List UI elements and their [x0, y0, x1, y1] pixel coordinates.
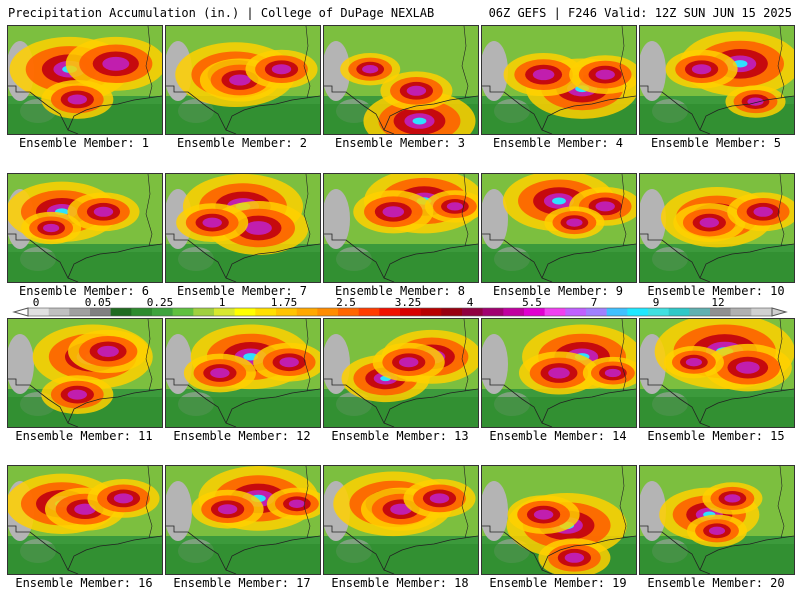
ensemble-member-label-18: Ensemble Member: 18 [331, 576, 469, 590]
ensemble-member-map-11 [7, 318, 163, 428]
ensemble-member-map-9 [481, 173, 637, 283]
colorbar-swatch [317, 308, 339, 316]
ensemble-member-map-17 [165, 465, 321, 575]
colorbar-swatch [234, 308, 256, 316]
colorbar-tick-label: 1.75 [270, 296, 298, 309]
ensemble-member-map-4 [481, 25, 637, 135]
colorbar-swatch [606, 308, 628, 316]
colorbar-swatch [131, 308, 153, 316]
colorbar-swatch [503, 308, 525, 316]
colorbar-tick-label: 2.5 [336, 296, 356, 309]
colorbar-swatch [28, 308, 49, 316]
colorbar-swatch [462, 308, 483, 316]
colorbar-swatch [420, 308, 442, 316]
ensemble-member-label-15: Ensemble Member: 15 [647, 429, 785, 443]
colorbar-outline [27, 307, 773, 317]
ensemble-member-map-14 [481, 318, 637, 428]
ensemble-member-label-4: Ensemble Member: 4 [492, 136, 624, 150]
colorbar-swatch [110, 308, 132, 316]
colorbar-tick-label: 0.25 [146, 296, 174, 309]
colorbar-swatch [565, 308, 587, 316]
colorbar-swatch [276, 308, 297, 316]
ensemble-member-label-20: Ensemble Member: 20 [647, 576, 785, 590]
ensemble-member-label-16: Ensemble Member: 16 [15, 576, 153, 590]
colorbar-swatch [710, 308, 731, 316]
colorbar-swatch [524, 308, 545, 316]
ensemble-member-label-17: Ensemble Member: 17 [173, 576, 311, 590]
colorbar-tick-label: 0 [32, 296, 40, 309]
valid-time-label: 06Z GEFS | F246 Valid: 12Z SUN JUN 15 20… [488, 6, 792, 20]
colorbar-swatch [482, 308, 504, 316]
colorbar-swatch [379, 308, 401, 316]
colorbar-swatch [193, 308, 215, 316]
ensemble-member-label-5: Ensemble Member: 5 [650, 136, 782, 150]
colorbar-tick-label: 12 [711, 296, 725, 309]
ensemble-member-map-12 [165, 318, 321, 428]
ensemble-member-label-3: Ensemble Member: 3 [334, 136, 466, 150]
ensemble-member-label-8: Ensemble Member: 8 [334, 284, 466, 298]
colorbar-min-arrow [12, 307, 29, 317]
ensemble-member-map-2 [165, 25, 321, 135]
colorbar-swatch [69, 308, 91, 316]
ensemble-member-map-18 [323, 465, 479, 575]
ensemble-member-map-8 [323, 173, 479, 283]
ensemble-member-map-3 [323, 25, 479, 135]
colorbar-swatch [296, 308, 318, 316]
colorbar-swatch [586, 308, 607, 316]
ensemble-member-label-19: Ensemble Member: 19 [489, 576, 627, 590]
ensemble-member-map-10 [639, 173, 795, 283]
colorbar-tick-label: 7 [590, 296, 598, 309]
ensemble-member-label-6: Ensemble Member: 6 [18, 284, 150, 298]
colorbar-swatch [730, 308, 752, 316]
colorbar-swatch [441, 308, 463, 316]
colorbar-swatch [152, 308, 173, 316]
colorbar-swatch [751, 308, 773, 316]
ensemble-member-map-5 [639, 25, 795, 135]
ensemble-member-label-14: Ensemble Member: 14 [489, 429, 627, 443]
ensemble-member-label-13: Ensemble Member: 13 [331, 429, 469, 443]
colorbar-tick-label: 3.25 [394, 296, 422, 309]
colorbar-tick-label: 0.05 [84, 296, 112, 309]
ensemble-member-map-1 [7, 25, 163, 135]
colorbar-swatch [689, 308, 711, 316]
colorbar-swatch [544, 308, 566, 316]
colorbar-tick-label: 1 [218, 296, 226, 309]
precip-colorbar [12, 307, 788, 317]
colorbar-tick-label: 5.5 [522, 296, 542, 309]
colorbar-swatch [255, 308, 277, 316]
ensemble-member-map-6 [7, 173, 163, 283]
ensemble-member-label-11: Ensemble Member: 11 [15, 429, 153, 443]
colorbar-max-arrow [771, 307, 788, 317]
ensemble-member-map-19 [481, 465, 637, 575]
colorbar-swatch [400, 308, 421, 316]
colorbar-swatch [338, 308, 359, 316]
ensemble-member-map-15 [639, 318, 795, 428]
colorbar-swatch [90, 308, 111, 316]
colorbar-swatch [668, 308, 690, 316]
ensemble-member-map-7 [165, 173, 321, 283]
ensemble-member-label-12: Ensemble Member: 12 [173, 429, 311, 443]
ensemble-member-map-13 [323, 318, 479, 428]
colorbar-swatch [627, 308, 649, 316]
ensemble-member-label-10: Ensemble Member: 10 [647, 284, 785, 298]
ensemble-member-map-16 [7, 465, 163, 575]
map-title: Precipitation Accumulation (in.) | Colle… [8, 6, 435, 20]
colorbar-tick-label: 9 [652, 296, 660, 309]
colorbar-swatch [172, 308, 194, 316]
ensemble-member-label-9: Ensemble Member: 9 [492, 284, 624, 298]
ensemble-member-label-7: Ensemble Member: 7 [176, 284, 308, 298]
colorbar-swatch [358, 308, 380, 316]
ensemble-member-label-1: Ensemble Member: 1 [18, 136, 150, 150]
colorbar-swatch [48, 308, 70, 316]
colorbar-swatch [214, 308, 235, 316]
colorbar-tick-label: 4 [466, 296, 474, 309]
ensemble-member-map-20 [639, 465, 795, 575]
ensemble-member-label-2: Ensemble Member: 2 [176, 136, 308, 150]
colorbar-swatch [648, 308, 669, 316]
